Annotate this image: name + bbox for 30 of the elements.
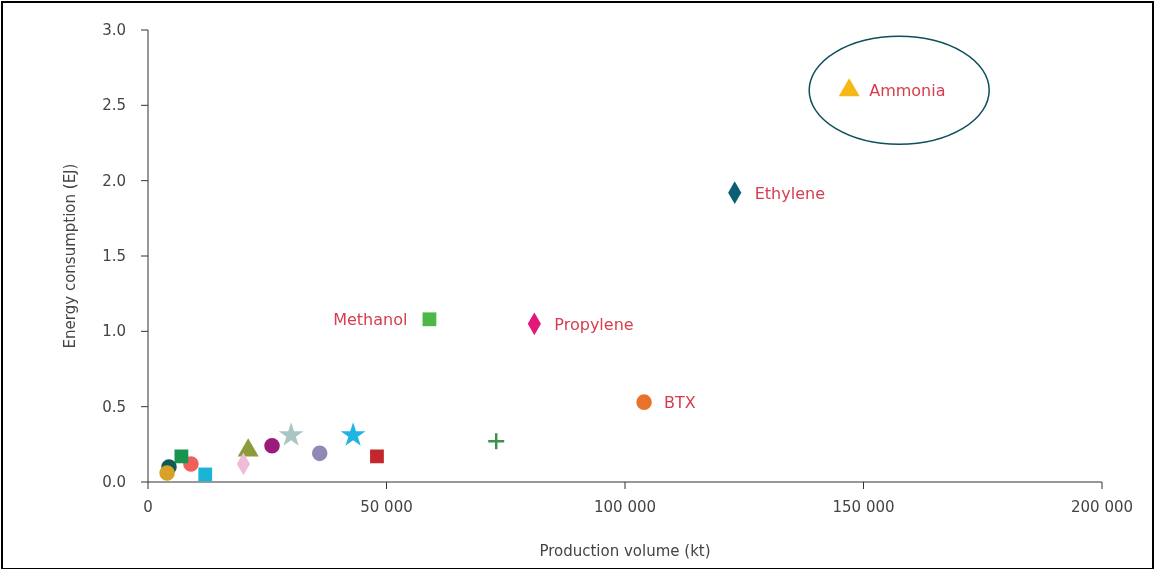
series-label: Ethylene bbox=[754, 183, 825, 203]
point bbox=[370, 449, 384, 464]
y-tick-label: 2.5 bbox=[102, 96, 126, 115]
point bbox=[486, 432, 506, 451]
x-tick-label: 150 000 bbox=[832, 498, 895, 516]
point bbox=[636, 394, 652, 410]
y-tick-label: 3.0 bbox=[102, 21, 126, 39]
x-tick-label: 200 000 bbox=[1070, 498, 1134, 516]
y-tick-label: 1.0 bbox=[102, 322, 126, 341]
point bbox=[198, 467, 213, 482]
point bbox=[422, 312, 437, 327]
point bbox=[159, 465, 175, 481]
y-axis-title: Energy consumption (EJ) bbox=[61, 163, 79, 349]
point bbox=[311, 445, 328, 462]
y-tick-label: 2.0 bbox=[102, 171, 126, 190]
x-axis-title: Production volume (kt) bbox=[539, 542, 711, 560]
x-tick-label: 50 000 bbox=[360, 498, 413, 516]
x-tick-label: 0 bbox=[143, 498, 153, 516]
series-label: Ammonia bbox=[869, 81, 946, 101]
point bbox=[278, 422, 304, 446]
point bbox=[340, 422, 366, 446]
y-tick-label: 1.5 bbox=[102, 247, 126, 265]
point bbox=[174, 449, 189, 464]
x-tick-label: 100 000 bbox=[593, 498, 657, 516]
series-label: Methanol bbox=[333, 310, 408, 330]
point bbox=[264, 438, 280, 454]
y-tick-label: 0.5 bbox=[102, 397, 126, 416]
series-label: Propylene bbox=[554, 314, 634, 334]
series-label: BTX bbox=[664, 393, 696, 413]
y-tick-label: 0.0 bbox=[102, 473, 126, 491]
